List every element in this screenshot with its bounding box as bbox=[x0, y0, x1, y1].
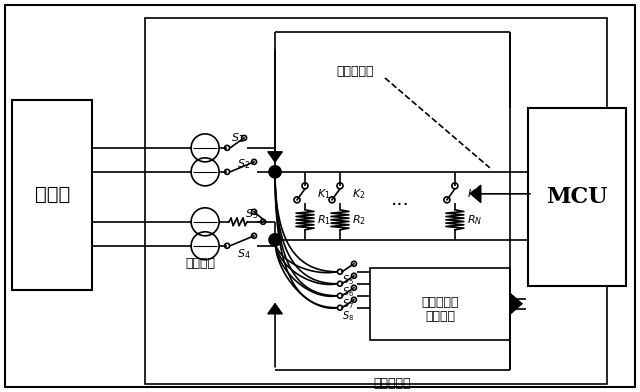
Text: $S_5$: $S_5$ bbox=[342, 273, 354, 287]
Text: $S_7$: $S_7$ bbox=[342, 297, 354, 310]
Text: $R_N$: $R_N$ bbox=[467, 213, 482, 227]
Text: $S_2$: $S_2$ bbox=[237, 157, 251, 171]
Text: $S_1$: $S_1$ bbox=[232, 131, 244, 145]
Text: 接线端子: 接线端子 bbox=[185, 257, 215, 270]
Circle shape bbox=[269, 166, 281, 178]
Text: 测量电路: 测量电路 bbox=[425, 310, 455, 323]
Text: $K_1$: $K_1$ bbox=[317, 187, 330, 201]
Text: $K_2$: $K_2$ bbox=[352, 187, 365, 201]
Text: 采集器: 采集器 bbox=[35, 185, 70, 204]
Text: $S_6$: $S_6$ bbox=[342, 285, 354, 299]
Bar bbox=[12, 100, 92, 290]
Text: 继电器控制: 继电器控制 bbox=[373, 377, 411, 390]
Text: $S_3$: $S_3$ bbox=[245, 207, 259, 221]
Bar bbox=[528, 108, 626, 286]
Text: ···: ··· bbox=[390, 196, 410, 215]
Text: $R_1$: $R_1$ bbox=[317, 213, 331, 227]
Bar bbox=[145, 18, 607, 384]
Text: $K_N$: $K_N$ bbox=[467, 187, 482, 201]
Circle shape bbox=[269, 234, 281, 246]
Bar bbox=[370, 268, 510, 340]
Text: 四线制电阱: 四线制电阱 bbox=[421, 296, 459, 309]
Text: $R_2$: $R_2$ bbox=[352, 213, 366, 227]
Text: MCU: MCU bbox=[546, 186, 607, 208]
Text: $S_8$: $S_8$ bbox=[342, 309, 354, 323]
Text: 继电器控制: 继电器控制 bbox=[336, 65, 374, 78]
Text: $S_4$: $S_4$ bbox=[237, 247, 251, 261]
